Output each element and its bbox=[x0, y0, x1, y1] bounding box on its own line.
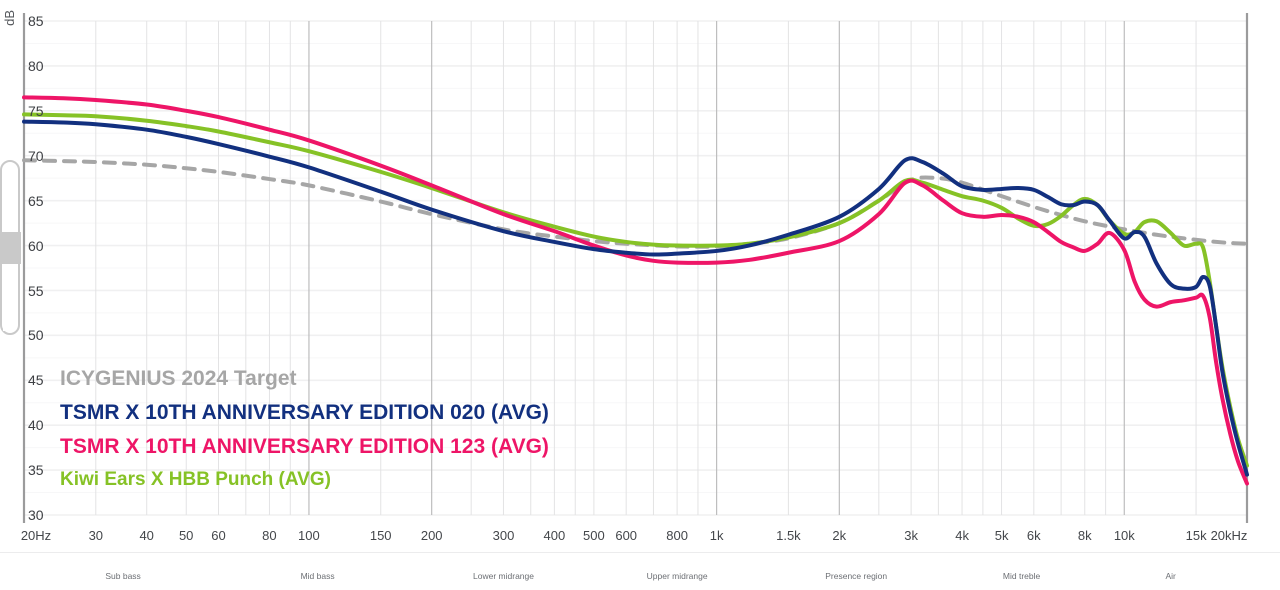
frequency-band-label: Mid bass bbox=[300, 571, 335, 581]
slider-grip-line bbox=[8, 309, 10, 331]
y-axis-tick-label: 80 bbox=[28, 57, 44, 74]
frequency-band-label: Sub bass bbox=[105, 571, 141, 581]
y-axis-tick-label: 70 bbox=[28, 147, 44, 164]
x-axis-tick-label: 500 bbox=[583, 528, 605, 543]
frequency-band-label: Upper midrange bbox=[646, 571, 708, 581]
x-axis-tick-label: 2k bbox=[832, 528, 847, 543]
x-axis-tick-label: 600 bbox=[615, 528, 638, 543]
legend-item-target[interactable]: ICYGENIUS 2024 Target bbox=[60, 367, 297, 390]
x-axis-tick-label: 30 bbox=[88, 528, 104, 543]
series-line bbox=[22, 95, 1249, 486]
x-axis-tick-label: 20kHz bbox=[1210, 528, 1248, 543]
frequency-band-label: Mid treble bbox=[1002, 571, 1041, 581]
slider-grip-line bbox=[3, 309, 5, 331]
vertical-range-slider[interactable] bbox=[0, 160, 22, 335]
legend-item-tsmr-123[interactable]: TSMR X 10TH ANNIVERSARY EDITION 123 (AVG… bbox=[60, 435, 549, 458]
slider-thumb[interactable] bbox=[0, 232, 21, 331]
x-axis-tick-label: 60 bbox=[211, 528, 226, 543]
legend-item-tsmr-020[interactable]: TSMR X 10TH ANNIVERSARY EDITION 020 (AVG… bbox=[60, 401, 549, 424]
x-axis-tick-label: 1k bbox=[709, 528, 724, 543]
frequency-band-label: Presence region bbox=[825, 571, 888, 581]
legend: ICYGENIUS 2024 Target TSMR X 10TH ANNIVE… bbox=[60, 368, 549, 502]
x-axis-tick-label: 8k bbox=[1077, 528, 1092, 543]
y-axis-tick-label: 35 bbox=[28, 462, 44, 479]
x-axis-tick-label: 40 bbox=[139, 528, 154, 543]
x-axis-tick-label: 150 bbox=[369, 528, 392, 543]
x-axis-tick-label: 50 bbox=[178, 528, 194, 543]
y-axis-tick-label: 75 bbox=[28, 102, 44, 119]
frequency-band-label: Lower midrange bbox=[473, 571, 534, 581]
x-axis-tick-label: 800 bbox=[666, 528, 688, 543]
x-axis-tick-label: 100 bbox=[298, 528, 320, 543]
x-axis-tick-label: 10k bbox=[1113, 528, 1135, 543]
y-axis-tick-label: 45 bbox=[28, 372, 44, 389]
x-axis-tick-label: 15k bbox=[1185, 528, 1207, 543]
frequency-band-label: Air bbox=[1165, 571, 1176, 581]
x-axis-tick-label: 4k bbox=[955, 528, 969, 543]
legend-item-kiwi-ears-punch[interactable]: Kiwi Ears X HBB Punch (AVG) bbox=[60, 469, 331, 490]
y-axis-tick-label: 55 bbox=[28, 282, 44, 299]
x-axis-tick-label: 300 bbox=[492, 528, 515, 543]
y-axis-tick-label: 40 bbox=[28, 417, 44, 434]
x-axis-tick-label: 3k bbox=[904, 528, 918, 543]
y-axis-tick-label: 85 bbox=[28, 13, 44, 29]
y-axis-tick-label: 60 bbox=[28, 237, 44, 254]
y-axis-unit-label: dB bbox=[2, 10, 17, 26]
x-axis-tick-label: 5k bbox=[994, 528, 1009, 543]
x-axis-tick-label: 80 bbox=[262, 528, 277, 543]
slider-grip-line bbox=[13, 309, 15, 331]
x-axis-tick-label: 200 bbox=[420, 528, 443, 543]
series-line bbox=[22, 112, 1249, 468]
y-axis-tick-label: 65 bbox=[28, 192, 44, 209]
x-axis-tick-label: 6k bbox=[1026, 528, 1041, 543]
y-axis-tick-label: 50 bbox=[28, 327, 44, 344]
x-axis-tick-label: 1.5k bbox=[776, 528, 801, 543]
x-axis-tick-label: 20Hz bbox=[20, 528, 52, 543]
plot-area[interactable] bbox=[0, 0, 1280, 552]
frequency-band-strip bbox=[0, 552, 1280, 590]
graph-svg[interactable] bbox=[0, 0, 1280, 552]
series-line bbox=[22, 119, 1249, 477]
x-axis-tick-label: 400 bbox=[543, 528, 566, 543]
y-axis-tick-label: 30 bbox=[28, 507, 44, 523]
